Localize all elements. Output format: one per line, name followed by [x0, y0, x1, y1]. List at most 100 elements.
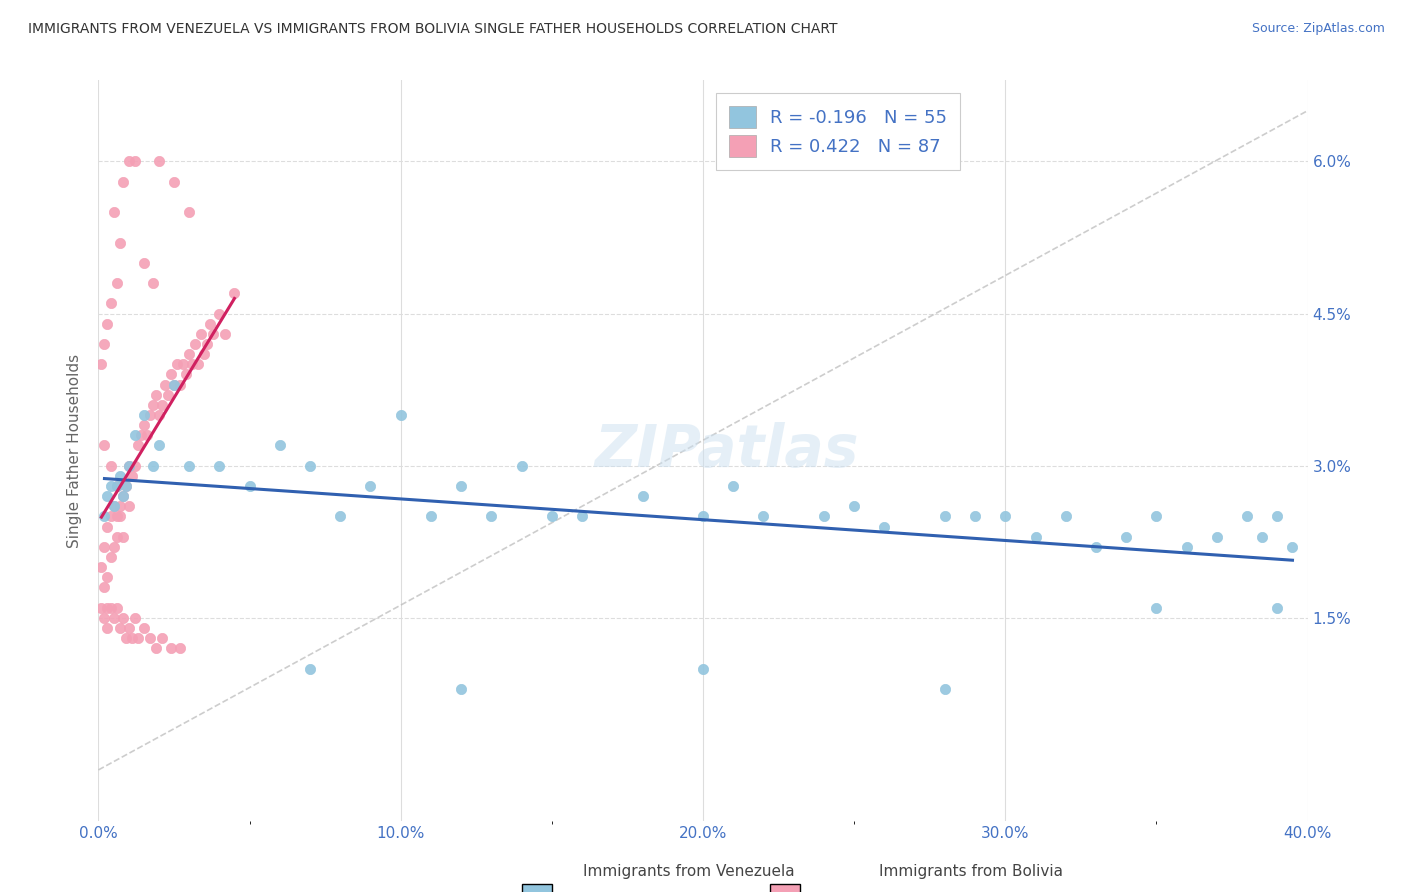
Point — [179, 458, 201, 473]
Point — [844, 500, 866, 514]
Point — [299, 661, 322, 675]
Point — [169, 641, 191, 656]
Point — [181, 357, 204, 371]
Point — [184, 337, 207, 351]
Point — [1175, 540, 1198, 554]
Point — [100, 509, 122, 524]
Point — [93, 438, 115, 452]
Point — [1115, 530, 1137, 544]
Point — [124, 428, 146, 442]
Point — [100, 296, 122, 310]
Point — [108, 621, 131, 635]
Point — [163, 175, 186, 189]
Point — [150, 631, 173, 645]
Point — [190, 326, 212, 341]
Point — [150, 398, 173, 412]
Point — [96, 570, 118, 584]
Point — [179, 347, 201, 361]
Point — [160, 368, 183, 382]
Point — [105, 479, 128, 493]
Point — [118, 154, 141, 169]
Point — [100, 479, 122, 493]
Point — [965, 509, 987, 524]
Point — [1054, 509, 1077, 524]
Point — [174, 368, 197, 382]
Point — [934, 681, 956, 696]
Point — [934, 509, 956, 524]
Text: Immigrants from Bolivia: Immigrants from Bolivia — [879, 863, 1063, 879]
Point — [208, 307, 231, 321]
Point — [118, 621, 141, 635]
Point — [103, 611, 125, 625]
Point — [160, 641, 183, 656]
Point — [163, 377, 186, 392]
Point — [111, 530, 134, 544]
Point — [132, 256, 155, 270]
FancyBboxPatch shape — [769, 884, 800, 892]
Point — [172, 357, 194, 371]
Point — [481, 509, 503, 524]
Point — [103, 500, 125, 514]
Point — [105, 600, 128, 615]
Point — [631, 489, 654, 503]
Point — [360, 479, 382, 493]
Point — [193, 347, 215, 361]
Point — [118, 458, 141, 473]
Point — [1085, 540, 1108, 554]
Point — [1281, 540, 1303, 554]
Text: IMMIGRANTS FROM VENEZUELA VS IMMIGRANTS FROM BOLIVIA SINGLE FATHER HOUSEHOLDS CO: IMMIGRANTS FROM VENEZUELA VS IMMIGRANTS … — [28, 22, 838, 37]
Point — [142, 276, 165, 290]
Point — [239, 479, 262, 493]
Point — [1144, 600, 1167, 615]
Point — [692, 509, 714, 524]
Point — [111, 611, 134, 625]
Point — [108, 235, 131, 250]
Point — [111, 175, 134, 189]
Y-axis label: Single Father Households: Single Father Households — [67, 353, 83, 548]
Point — [96, 317, 118, 331]
Point — [135, 428, 157, 442]
Point — [142, 458, 165, 473]
Text: ZIPatlas: ZIPatlas — [595, 422, 859, 479]
Point — [148, 438, 170, 452]
Point — [873, 519, 896, 533]
Point — [132, 621, 155, 635]
Point — [1267, 600, 1289, 615]
Point — [299, 458, 322, 473]
Point — [114, 479, 136, 493]
Point — [96, 621, 118, 635]
Point — [105, 479, 128, 493]
Point — [450, 479, 472, 493]
Point — [127, 438, 149, 452]
Text: Immigrants from Venezuela: Immigrants from Venezuela — [583, 863, 796, 879]
Point — [1236, 509, 1258, 524]
Point — [208, 458, 231, 473]
Point — [105, 509, 128, 524]
Point — [108, 509, 131, 524]
Point — [148, 154, 170, 169]
Point — [124, 458, 146, 473]
Point — [214, 326, 236, 341]
Point — [121, 468, 143, 483]
Point — [105, 276, 128, 290]
Point — [96, 600, 118, 615]
Point — [994, 509, 1017, 524]
Point — [118, 500, 141, 514]
Point — [103, 500, 125, 514]
Point — [1144, 509, 1167, 524]
Point — [124, 154, 146, 169]
Point — [90, 357, 112, 371]
Point — [132, 408, 155, 422]
Point — [100, 600, 122, 615]
Point — [114, 479, 136, 493]
Point — [127, 631, 149, 645]
Point — [179, 205, 201, 219]
Point — [195, 337, 218, 351]
Point — [145, 641, 167, 656]
Point — [156, 387, 179, 401]
Point — [723, 479, 745, 493]
Point — [108, 500, 131, 514]
Point — [163, 377, 186, 392]
Point — [145, 387, 167, 401]
Point — [108, 468, 131, 483]
